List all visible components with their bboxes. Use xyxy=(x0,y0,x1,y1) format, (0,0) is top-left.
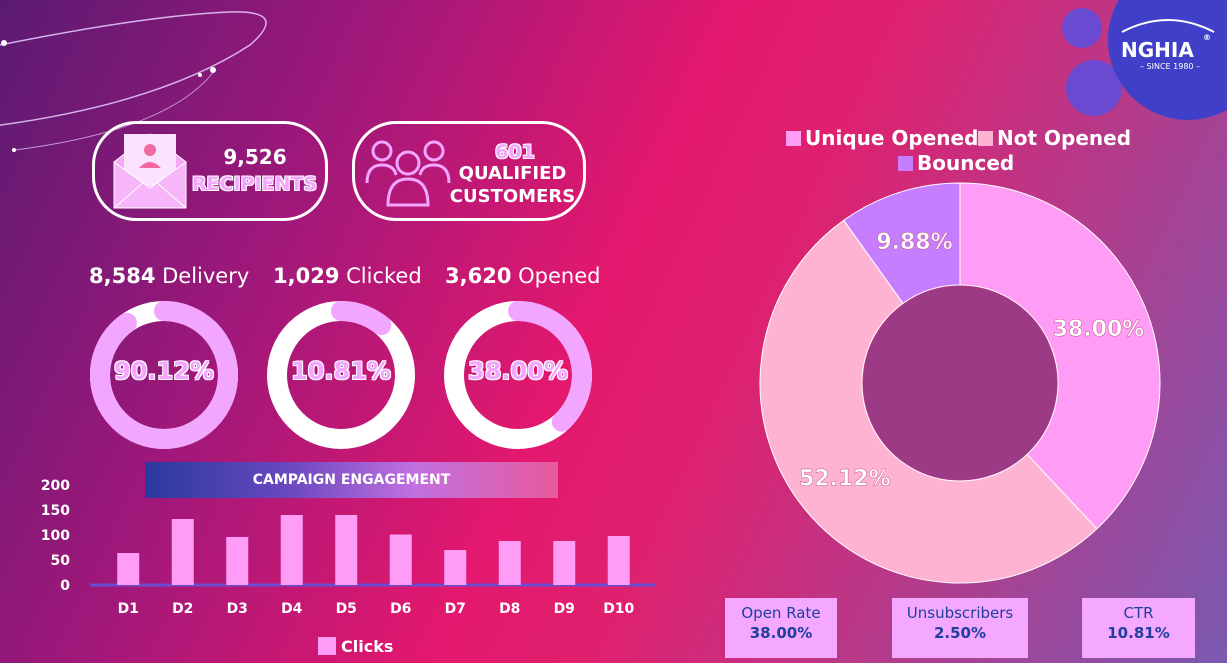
unsubscribers-card: Unsubscribers 2.50% xyxy=(892,598,1028,658)
bar-d3 xyxy=(226,537,249,585)
open-rate-value: 38.00% xyxy=(749,624,813,642)
open-rate-label: Open Rate xyxy=(741,604,821,622)
logo-tagline: – SINCE 1980 – xyxy=(1140,62,1201,71)
donut-value-label: 9.88% xyxy=(876,230,952,255)
donut-slice-not-opened xyxy=(759,219,1098,584)
bar-chart-title: CAMPAIGN ENGAGEMENT xyxy=(145,462,558,498)
ring-progress xyxy=(267,301,415,449)
opened-count: 3,620 xyxy=(445,264,512,288)
y-tick-label: 0 xyxy=(60,578,70,594)
logo-registered-mark: ® xyxy=(1203,33,1211,42)
logo-swoosh-icon xyxy=(1121,19,1215,33)
clicked-percent: 10.81% xyxy=(291,357,391,385)
recipients-label: RECIPIENTS xyxy=(191,173,318,195)
ring-progress xyxy=(444,301,592,449)
bar-d5 xyxy=(335,515,358,585)
legend-swatch-bounced xyxy=(898,156,913,171)
donut-value-label: 38.00% xyxy=(1053,317,1145,342)
x-tick-label: D8 xyxy=(499,601,520,617)
legend-swatch-unique-opened xyxy=(786,131,801,146)
unsubscribers-value: 2.50% xyxy=(933,624,987,642)
donut-value-label: 52.12% xyxy=(799,467,891,492)
clicked-ring xyxy=(267,301,415,449)
recipients-value: 9,526 xyxy=(223,145,287,169)
delivery-percent: 90.12% xyxy=(114,357,214,385)
x-tick-label: D3 xyxy=(227,601,248,617)
legend-label-bounced: Bounced xyxy=(917,151,1015,175)
x-tick-label: D4 xyxy=(281,601,303,617)
clicks-bar-chart: 0 50 100 150 200 D1 D2 D3 D4 D5 D6 D7 D8 D9 D10 xyxy=(41,478,655,617)
x-tick-label: D1 xyxy=(118,601,139,617)
clicked-text: Clicked xyxy=(339,264,422,288)
delivery-kpi-label: 8,584 Delivery xyxy=(89,264,249,288)
donut-slice-unique-opened xyxy=(959,182,1161,530)
bar-d6 xyxy=(389,534,412,585)
legend-unique-opened: Unique Opened xyxy=(786,126,978,150)
x-tick-label: D7 xyxy=(445,601,466,617)
bar-d4 xyxy=(280,515,303,585)
donut-slice-bounced xyxy=(842,182,961,304)
legend-swatch-not-opened xyxy=(978,131,993,146)
open-status-donut-chart: 38.00% 52.12% 9.88% xyxy=(759,182,1161,584)
clicked-kpi-label: 1,029 Clicked xyxy=(273,264,422,288)
bar-d8 xyxy=(498,541,521,585)
users-group-icon xyxy=(365,140,451,207)
bar-d1 xyxy=(117,553,140,585)
qualified-label-line2: CUSTOMERS xyxy=(449,186,576,207)
opened-percent: 38.00% xyxy=(468,357,568,385)
ring-progress xyxy=(90,301,238,449)
orbit-decoration xyxy=(0,11,267,152)
clicked-count: 1,029 xyxy=(273,264,340,288)
x-tick-label: D9 xyxy=(554,601,575,617)
opened-text: Opened xyxy=(511,264,601,288)
logo-name: NGHIA xyxy=(1121,38,1194,62)
x-tick-label: D10 xyxy=(603,601,634,617)
opened-kpi-label: 3,620 Opened xyxy=(445,264,600,288)
x-tick-label: D2 xyxy=(172,601,193,617)
y-tick-label: 50 xyxy=(51,553,71,569)
ctr-card: CTR 10.81% xyxy=(1082,598,1195,658)
legend-bounced: Bounced xyxy=(898,151,1014,175)
qualified-value: 601 xyxy=(495,141,535,163)
y-tick-label: 100 xyxy=(41,528,70,544)
unsubscribers-label: Unsubscribers xyxy=(906,604,1014,622)
recipients-card xyxy=(92,121,328,221)
clicks-legend-label: Clicks xyxy=(341,637,394,656)
x-tick-label: D5 xyxy=(336,601,357,617)
opened-ring xyxy=(444,301,592,449)
legend-label-unique-opened: Unique Opened xyxy=(805,126,979,150)
bar-d10 xyxy=(607,536,630,585)
legend-not-opened: Not Opened xyxy=(978,126,1131,150)
ctr-value: 10.81% xyxy=(1107,624,1170,642)
legend-label-not-opened: Not Opened xyxy=(997,126,1132,150)
bar-d7 xyxy=(444,550,467,585)
qualified-label-line1: QUALIFIED xyxy=(458,163,567,184)
delivery-ring xyxy=(90,301,238,449)
donut-hole xyxy=(863,286,1057,480)
y-tick-label: 200 xyxy=(41,478,70,494)
delivery-text: Delivery xyxy=(155,264,250,288)
qualified-customers-card xyxy=(352,121,586,221)
x-tick-label: D6 xyxy=(390,601,411,617)
logo-dot-top xyxy=(1062,8,1102,48)
envelope-user-icon xyxy=(113,133,187,209)
y-tick-label: 150 xyxy=(41,503,70,519)
clicks-legend-swatch xyxy=(318,637,336,655)
ctr-label: CTR xyxy=(1123,604,1154,622)
delivery-count: 8,584 xyxy=(89,264,156,288)
bar-d9 xyxy=(553,541,576,585)
bar-d2 xyxy=(171,519,194,585)
open-rate-card: Open Rate 38.00% xyxy=(725,598,837,658)
